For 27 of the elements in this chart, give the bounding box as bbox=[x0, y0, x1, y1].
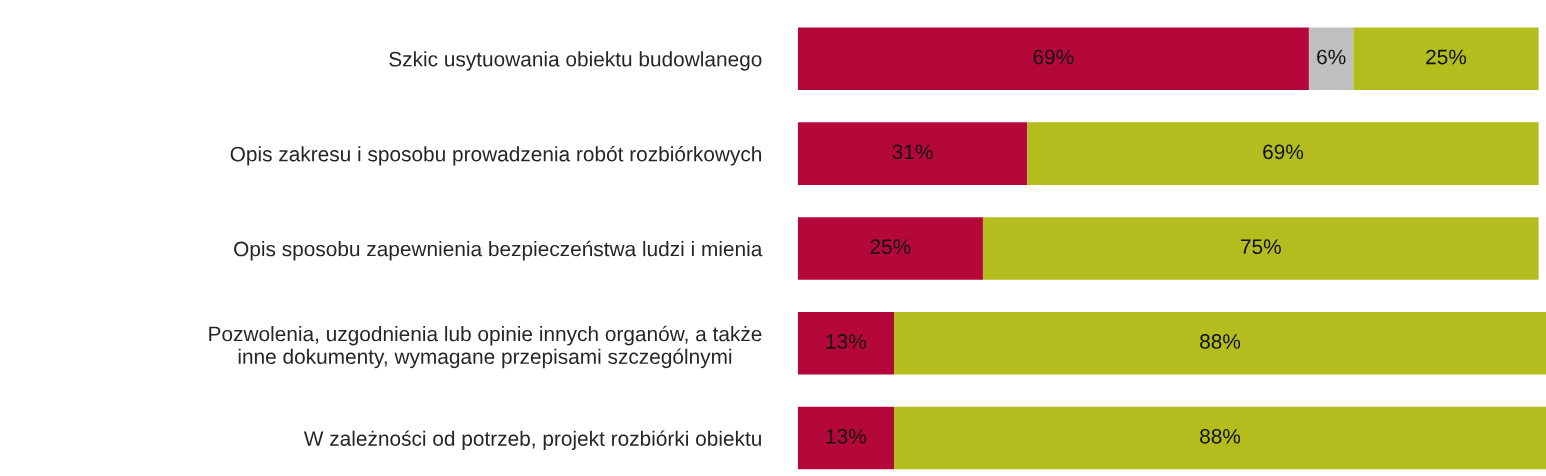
data-label: 6% bbox=[1317, 49, 1346, 65]
data-label: 31% bbox=[892, 144, 933, 160]
data-label: 13% bbox=[826, 428, 866, 444]
bar bbox=[894, 311, 1546, 375]
y-tick-label: Pozwolenia, uzgodnienia lub opinie innych organów, a także inne dokumenty, wymagane przepisami szczególnymi bbox=[209, 325, 762, 369]
bar bbox=[982, 217, 1539, 280]
data-label: 75% bbox=[1240, 239, 1281, 255]
data-label: 25% bbox=[1426, 49, 1467, 65]
data-label: 69% bbox=[1263, 144, 1304, 160]
bar bbox=[797, 122, 1028, 185]
bar bbox=[1027, 122, 1539, 185]
y-tick-label: Opis zakresu i sposobu prowadzenia robót rozbiórkowych bbox=[230, 145, 761, 166]
y-tick-label: Opis sposobu zapewnienia bezpieczeństwa ludzi i mienia bbox=[234, 240, 763, 261]
data-label: 13% bbox=[826, 334, 866, 349]
bar bbox=[1353, 27, 1539, 91]
bar bbox=[797, 217, 983, 280]
data-label: 25% bbox=[870, 239, 911, 255]
data-label: 88% bbox=[1200, 428, 1241, 444]
bar bbox=[797, 406, 895, 470]
bar bbox=[797, 311, 895, 375]
bar bbox=[1308, 27, 1354, 91]
data-label: 88% bbox=[1200, 334, 1241, 349]
bar bbox=[797, 27, 1309, 91]
y-tick-label: W zależności od potrzeb, projekt rozbiórki obiektu bbox=[303, 430, 761, 451]
y-tick-label: Szkic usytuowania obiektu budowlanego bbox=[389, 51, 762, 71]
data-label: 69% bbox=[1033, 49, 1074, 65]
bar bbox=[894, 406, 1546, 470]
